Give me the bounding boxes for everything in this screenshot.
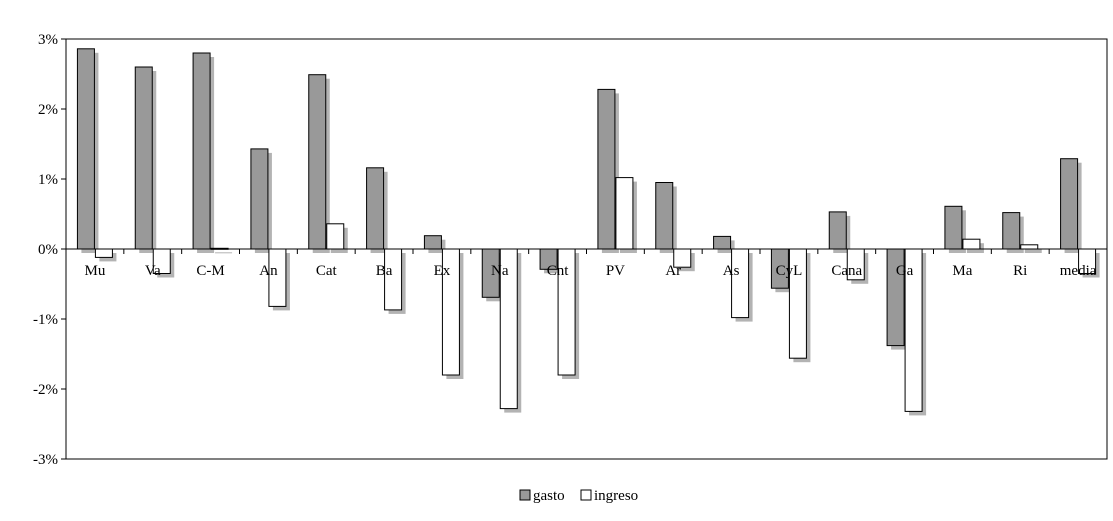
bar-ingreso-PV bbox=[615, 177, 634, 250]
bar-gasto-An bbox=[250, 148, 269, 250]
bar-gasto-As bbox=[713, 235, 732, 250]
bar-ingreso-Cat bbox=[326, 223, 345, 250]
x-category-label: Ex bbox=[434, 263, 451, 279]
x-category-label: Ga bbox=[896, 263, 914, 279]
axis-ticks bbox=[61, 38, 1108, 460]
y-tick-label: -1% bbox=[33, 312, 58, 328]
legend: gasto ingreso bbox=[519, 488, 638, 504]
axis-labels: 3% 2% 1% 0% -1% -2% -3% Mu Va C-M An Cat Ba Ex Na Cnt PV… bbox=[33, 32, 1097, 468]
y-tick-label: 3% bbox=[38, 32, 58, 48]
y-tick-label: 1% bbox=[38, 172, 58, 188]
bar-gasto-media bbox=[1060, 158, 1079, 250]
y-tick-label: -2% bbox=[33, 382, 58, 398]
bar-ingreso-Ma bbox=[962, 238, 981, 250]
x-category-label: Ma bbox=[952, 263, 972, 279]
x-category-label: CyL bbox=[776, 263, 803, 279]
bar-gasto-Va bbox=[134, 66, 153, 250]
y-tick-label: -3% bbox=[33, 452, 58, 468]
bar-gasto-Ri bbox=[1002, 212, 1021, 250]
x-category-label: Cana bbox=[831, 263, 862, 279]
x-category-label: Cat bbox=[316, 263, 338, 279]
x-category-label: media bbox=[1060, 263, 1097, 279]
bar-gasto-Ar bbox=[655, 182, 674, 250]
y-tick-label: 2% bbox=[38, 102, 58, 118]
x-category-label: Cnt bbox=[547, 263, 570, 279]
bar-ingreso-Mu bbox=[94, 248, 113, 258]
bar-gasto-Mu bbox=[76, 48, 95, 250]
x-category-label: Va bbox=[145, 263, 161, 279]
bar-ingreso-Ri bbox=[1020, 244, 1039, 250]
bar-gasto-Cana bbox=[828, 211, 847, 250]
bar-ingreso-As bbox=[731, 248, 750, 319]
bar-ingreso-Ba bbox=[384, 248, 403, 311]
x-category-label: Ar bbox=[665, 263, 681, 279]
bar-gasto-Ba bbox=[366, 167, 385, 250]
legend-label-gasto: gasto bbox=[533, 488, 565, 504]
bars bbox=[76, 48, 1097, 412]
legend-swatch-ingreso bbox=[580, 489, 592, 501]
y-tick-label: 0% bbox=[38, 242, 58, 258]
x-category-label: As bbox=[723, 263, 740, 279]
legend-label-ingreso: ingreso bbox=[594, 488, 638, 504]
x-category-label: Na bbox=[491, 263, 509, 279]
x-category-label: Mu bbox=[84, 263, 105, 279]
x-category-label: Ba bbox=[376, 263, 393, 279]
x-category-label: An bbox=[259, 263, 278, 279]
bar-shadow bbox=[215, 252, 233, 254]
bar-gasto-PV bbox=[597, 88, 616, 250]
bar-gasto-Ex bbox=[423, 235, 442, 250]
legend-swatch-gasto bbox=[519, 489, 531, 501]
bar-shadow bbox=[1024, 248, 1042, 253]
x-category-label: Ri bbox=[1013, 263, 1027, 279]
x-category-label: C-M bbox=[196, 263, 224, 279]
bar-gasto-C-M bbox=[192, 52, 211, 250]
x-category-label: PV bbox=[606, 263, 625, 279]
bar-gasto-Cat bbox=[308, 74, 327, 250]
bar-gasto-Ma bbox=[944, 205, 963, 250]
